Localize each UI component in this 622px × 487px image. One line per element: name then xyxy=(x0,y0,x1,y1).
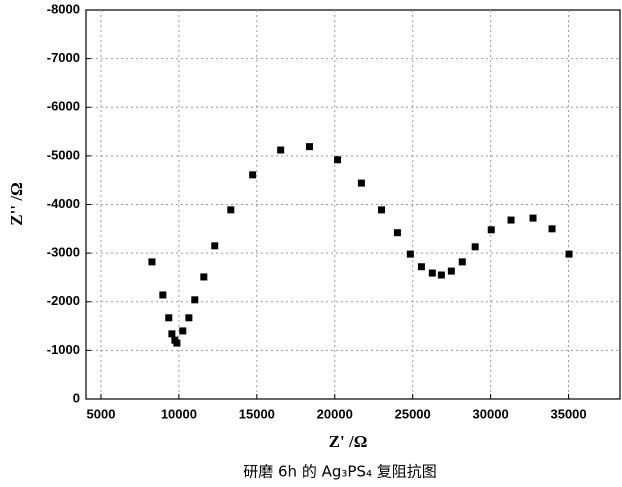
point xyxy=(185,314,193,322)
y-axis-label: Z'' /Ω xyxy=(7,182,26,225)
point xyxy=(565,250,573,258)
point xyxy=(507,216,515,224)
y-tick-label: -8000 xyxy=(47,1,80,16)
point xyxy=(148,258,156,266)
point xyxy=(249,171,257,179)
point xyxy=(211,242,219,250)
point xyxy=(334,156,342,164)
point xyxy=(378,206,386,214)
y-tick-label: 0 xyxy=(73,390,80,405)
y-tick-label: -1000 xyxy=(47,342,80,357)
point xyxy=(277,146,285,154)
point xyxy=(471,243,479,251)
point xyxy=(159,291,167,299)
point xyxy=(357,179,365,187)
point xyxy=(447,267,455,275)
y-tick-label: -6000 xyxy=(47,99,80,114)
point xyxy=(165,314,173,322)
point xyxy=(548,225,556,233)
point xyxy=(428,269,436,277)
x-tick-label: 20000 xyxy=(317,406,353,421)
point xyxy=(306,143,314,151)
x-tick-label: 25000 xyxy=(395,406,431,421)
point xyxy=(458,258,466,266)
x-tick-label: 15000 xyxy=(239,406,275,421)
x-tick-label: 30000 xyxy=(473,406,509,421)
point xyxy=(191,296,199,304)
x-tick-label: 5000 xyxy=(87,406,116,421)
point xyxy=(173,339,181,347)
point xyxy=(487,226,495,234)
x-tick-label: 35000 xyxy=(550,406,586,421)
point xyxy=(227,206,235,214)
caption: 研磨 6h 的 Ag₃PS₄ 复阻抗图 xyxy=(243,463,437,481)
y-tick-label: -5000 xyxy=(47,147,80,162)
x-axis-label: Z' /Ω xyxy=(329,432,368,451)
y-tick-label: -4000 xyxy=(47,196,80,211)
y-tick-label: -7000 xyxy=(47,50,80,65)
x-tick-label: 10000 xyxy=(161,406,197,421)
point xyxy=(417,263,425,271)
point xyxy=(393,229,401,237)
point xyxy=(200,273,208,281)
point xyxy=(437,271,445,279)
y-tick-label: -3000 xyxy=(47,245,80,260)
point xyxy=(529,214,537,222)
point xyxy=(179,327,187,335)
point xyxy=(168,330,176,338)
y-tick-label: -2000 xyxy=(47,293,80,308)
point xyxy=(406,250,414,258)
